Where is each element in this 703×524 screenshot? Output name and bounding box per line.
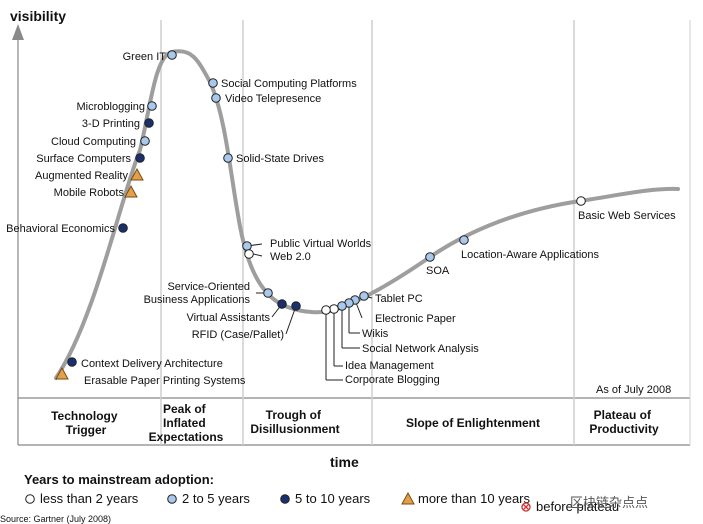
legend-label-obsolete: before plateau — [536, 499, 619, 514]
label-solid-state-drives: Solid-State Drives — [236, 153, 325, 165]
marker-rfid-case-pallet — [291, 301, 301, 311]
label-public-virtual-worlds: Public Virtual Worlds — [270, 238, 372, 250]
label-3-d-printing: 3-D Printing — [82, 118, 140, 130]
markers-layer — [55, 50, 586, 380]
marker-public-virtual-worlds — [242, 241, 252, 251]
label-augmented-reality: Augmented Reality — [35, 170, 128, 182]
marker-basic-web-services — [576, 196, 586, 206]
marker-idea-management — [329, 304, 339, 314]
label-social-network-analysis: Social Network Analysis — [362, 343, 479, 355]
label-soa: SOA — [426, 265, 450, 277]
legend-item-5to10: 5 to 10 years — [280, 491, 371, 506]
marker-3-d-printing — [144, 118, 154, 128]
marker-soa — [425, 252, 435, 262]
label-cloud-computing: Cloud Computing — [51, 136, 136, 148]
label-wikis: Wikis — [362, 328, 389, 340]
label-service-oriented: Service-Oriented — [167, 281, 250, 293]
marker-microblogging — [147, 101, 157, 111]
legend-label-gt10: more than 10 years — [418, 491, 531, 506]
label-mobile-robots: Mobile Robots — [54, 187, 125, 199]
label-corporate-blogging: Corporate Blogging — [345, 374, 440, 386]
legend-item-lt2: less than 2 years — [25, 491, 139, 506]
label-virtual-assistants: Virtual Assistants — [186, 312, 270, 324]
marker-context-delivery-architecture — [67, 357, 77, 367]
legend-marker-5to10 — [280, 494, 290, 504]
marker-social-network-analysis — [337, 301, 347, 311]
marker-web-2-0 — [244, 249, 254, 259]
legend-item-gt10: more than 10 years — [401, 491, 531, 506]
label-tablet-pc: Tablet PC — [375, 293, 423, 305]
as-of-label: As of July 2008 — [596, 384, 671, 396]
label-green-it: Green IT — [123, 51, 167, 63]
legend-title: Years to mainstream adoption: — [24, 472, 214, 487]
phase-label: Trough of Disillusionment — [250, 408, 339, 436]
phase-label: Peak of Inflated Expectations — [149, 402, 224, 444]
marker-video-telepresence — [211, 93, 221, 103]
label-business-applications: Business Applications — [144, 294, 251, 306]
legend-marker-lt2 — [25, 494, 35, 504]
marker-location-aware-applications — [459, 235, 469, 245]
marker-mobile-robots — [124, 184, 138, 198]
marker-social-computing-platforms — [208, 78, 218, 88]
leader-lines — [246, 243, 373, 381]
label-surface-computers: Surface Computers — [36, 153, 131, 165]
watermark-text: 区块链杂点点 — [570, 495, 648, 510]
source-note: Source: Gartner (July 2008) — [0, 514, 111, 524]
y-axis-title: visibility — [10, 8, 66, 24]
marker-behavioral-economics — [118, 223, 128, 233]
legend-marker-gt10 — [401, 491, 415, 505]
label-social-computing-platforms: Social Computing Platforms — [221, 78, 357, 90]
legend: less than 2 years 2 to 5 years 5 to 10 yea… — [25, 491, 619, 514]
phase-label: Plateau of Productivity — [589, 408, 659, 436]
marker-corporate-blogging — [321, 305, 331, 315]
legend-label-lt2: less than 2 years — [40, 491, 139, 506]
label-web-2-0: Web 2.0 — [270, 251, 311, 263]
label-behavioral-economics: Behavioral Economics — [6, 223, 115, 235]
marker-cloud-computing — [140, 136, 150, 146]
marker-tablet-pc — [359, 291, 369, 301]
label-basic-web-services: Basic Web Services — [578, 210, 676, 222]
phase-label: Slope of Enlightenment — [406, 416, 540, 430]
label-erasable-paper-printing-systems: Erasable Paper Printing Systems — [84, 375, 246, 387]
label-idea-management: Idea Management — [345, 360, 434, 372]
label-microblogging: Microblogging — [77, 101, 145, 113]
legend-x-mark — [523, 504, 529, 510]
legend-label-2to5: 2 to 5 years — [182, 491, 250, 506]
legend-item-2to5: 2 to 5 years — [167, 491, 250, 506]
legend-item-obsolete: before plateau — [521, 499, 619, 514]
label-context-delivery-architecture: Context Delivery Architecture — [81, 358, 223, 370]
phase-label: Technology Trigger — [51, 409, 121, 437]
x-axis-title: time — [330, 454, 359, 470]
y-axis-arrow — [12, 24, 24, 40]
label-location-aware-applications: Location-Aware Applications — [461, 249, 599, 261]
legend-label-5to10: 5 to 10 years — [295, 491, 371, 506]
marker-virtual-assistants — [277, 299, 287, 309]
marker-green-it — [167, 50, 177, 60]
marker-augmented-reality — [130, 167, 144, 181]
labels-layer: Green IT Social Computing Platforms Video … — [6, 51, 676, 387]
legend-marker-2to5 — [167, 494, 177, 504]
label-rfid-case-pallet: RFID (Case/Pallet) — [192, 329, 284, 341]
marker-surface-computers — [135, 153, 145, 163]
marker-solid-state-drives — [223, 153, 233, 163]
label-video-telepresence: Video Telepresence — [225, 93, 321, 105]
label-electronic-paper: Electronic Paper — [375, 313, 456, 325]
marker-business-applications — [263, 288, 273, 298]
marker-erasable-paper-printing-systems — [55, 366, 69, 380]
